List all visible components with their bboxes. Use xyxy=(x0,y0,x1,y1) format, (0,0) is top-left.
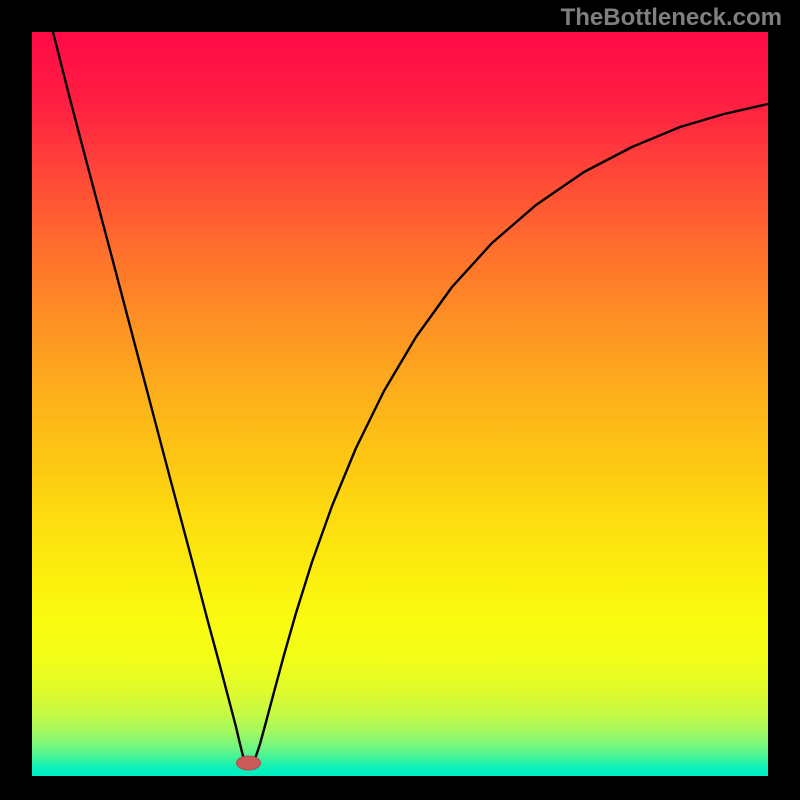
sweet-spot-marker xyxy=(237,756,261,770)
chart-stage: TheBottleneck.com xyxy=(0,0,800,800)
heatmap-gradient-background xyxy=(32,32,768,776)
bottleneck-chart xyxy=(0,0,800,800)
